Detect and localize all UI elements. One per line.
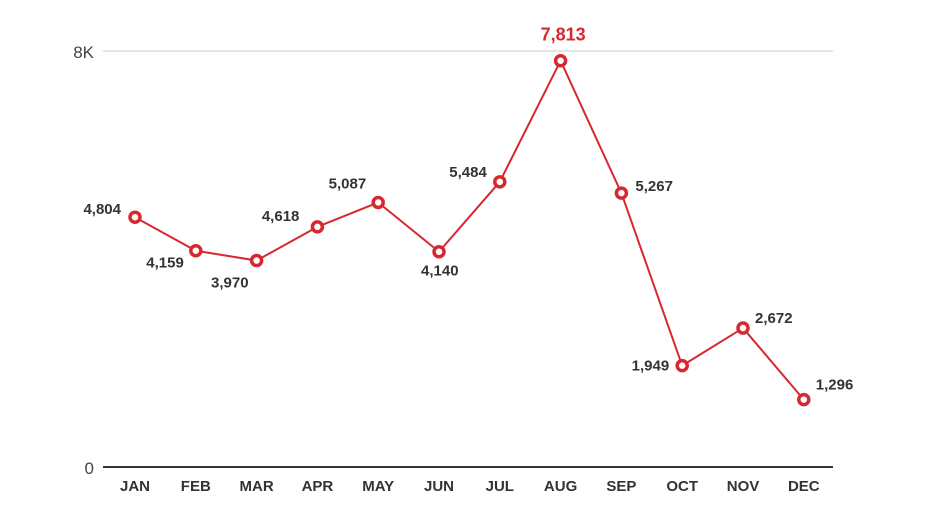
data-label: 4,159 [146, 255, 184, 272]
data-point-marker [128, 210, 142, 224]
x-tick-label: DEC [788, 478, 820, 495]
data-point-marker [371, 195, 385, 210]
data-point-marker [310, 220, 325, 234]
data-point-marker [736, 321, 750, 335]
y-tick-label: 0 [85, 459, 94, 478]
data-label: 5,267 [635, 178, 673, 195]
data-point-marker [553, 53, 568, 68]
data-label: 4,140 [421, 263, 459, 280]
data-point-marker [249, 253, 264, 268]
x-tick-label: AUG [544, 478, 577, 495]
data-label: 1,296 [816, 377, 854, 394]
label-layer: 4,804 4,159 3,970 4,618 5,087 4,140 5,484 7,813… [83, 25, 853, 394]
x-tick-label: APR [302, 478, 334, 495]
x-tick-label: JUL [486, 478, 514, 495]
data-label: 5,484 [449, 164, 487, 181]
data-label: 1,949 [632, 358, 670, 375]
x-tick-label: SEP [606, 478, 636, 495]
data-label: 3,970 [211, 275, 249, 292]
x-tick-label: FEB [181, 478, 211, 495]
data-point-marker [189, 243, 203, 258]
data-label-peak: 7,813 [541, 25, 586, 45]
axis-layer: 0 8K JAN FEB MAR APR MAY JUN JUL AUG SEP OCT NOV DEC [73, 43, 833, 495]
x-tick-label: JAN [120, 478, 150, 495]
data-point-marker [797, 392, 811, 407]
x-tick-label: MAR [240, 478, 274, 495]
x-tick-label: MAY [362, 478, 394, 495]
data-point-marker [432, 244, 446, 259]
marker-layer [128, 53, 811, 407]
series-line [134, 59, 805, 401]
x-tick-label: NOV [727, 478, 760, 495]
data-point-marker [675, 358, 689, 373]
data-label: 5,087 [329, 175, 367, 192]
data-point-marker [614, 186, 629, 200]
x-tick-label: JUN [424, 478, 454, 495]
data-label: 4,804 [83, 201, 121, 218]
data-label: 4,618 [262, 208, 300, 225]
data-point-marker [493, 175, 507, 189]
data-label: 2,672 [755, 310, 793, 327]
series-layer [134, 59, 805, 401]
x-tick-label: OCT [666, 478, 698, 495]
y-tick-label: 8K [73, 43, 94, 62]
